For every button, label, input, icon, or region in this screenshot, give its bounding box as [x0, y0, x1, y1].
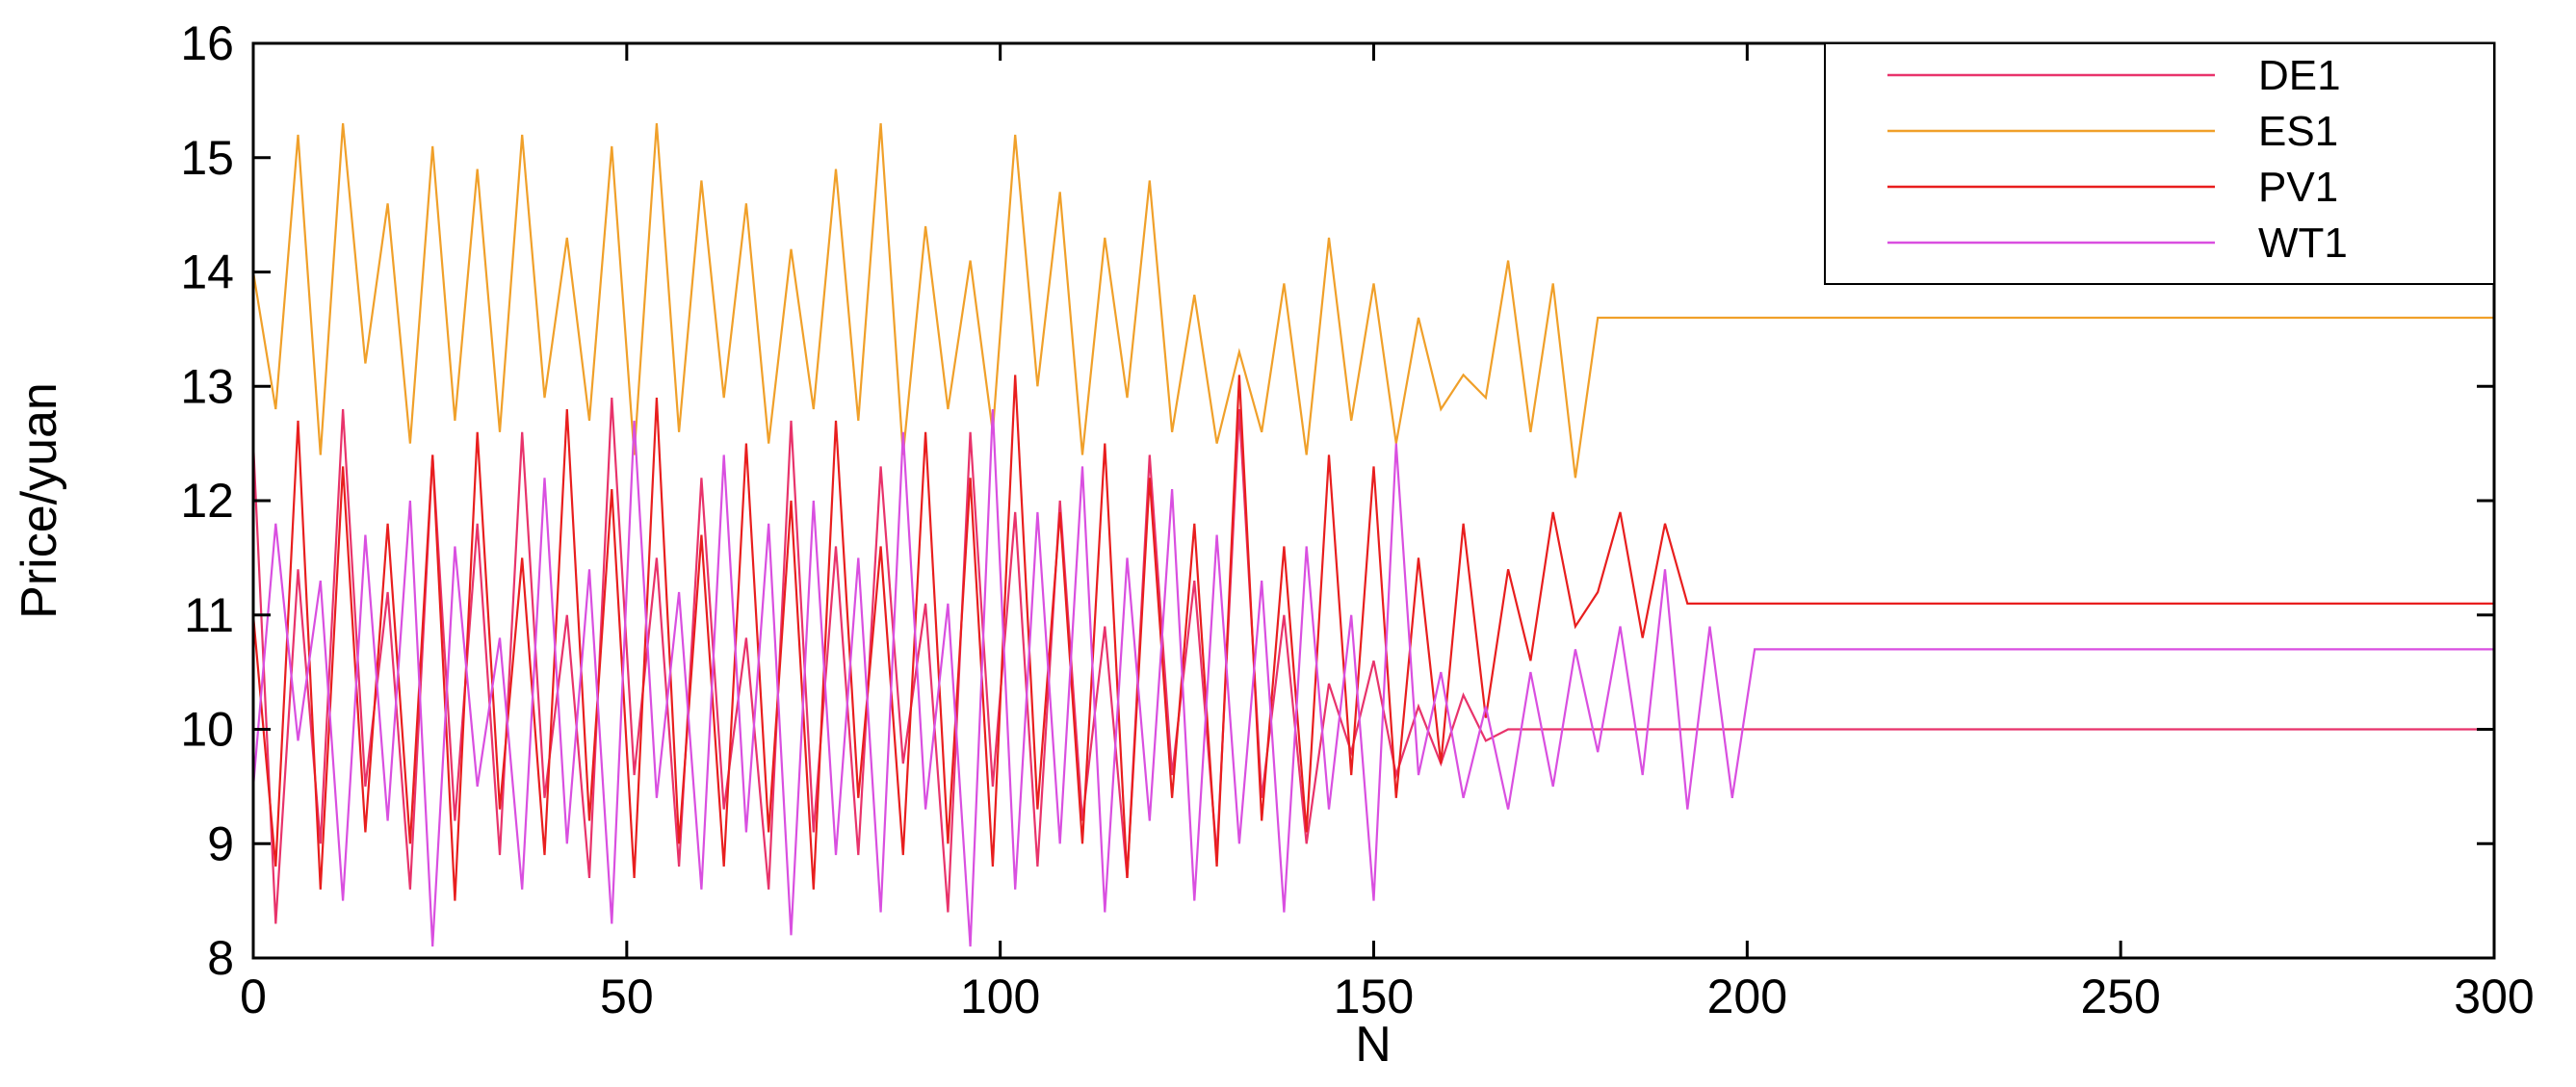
y-tick-label: 10 [180, 703, 234, 757]
x-tick-label: 100 [960, 970, 1040, 1023]
y-tick-label: 8 [207, 931, 234, 985]
legend-box [1824, 42, 2495, 285]
legend-label-de1: DE1 [2258, 52, 2341, 99]
series-line-de1 [251, 398, 2494, 924]
series-line-es1 [251, 122, 2494, 479]
x-tick-label: 150 [1334, 970, 1414, 1023]
series-layer [251, 122, 2494, 947]
x-tick-label: 200 [1707, 970, 1787, 1023]
x-tick-label: 300 [2454, 970, 2534, 1023]
legend-label-es1: ES1 [2258, 108, 2338, 155]
y-axis-title: Price/yuan [12, 382, 67, 619]
series-line-wt1 [251, 408, 2494, 947]
y-tick-label: 11 [184, 588, 234, 642]
legend-items: DE1 ES1 PV1 WT1 [1887, 52, 2348, 267]
y-tick-label: 15 [180, 131, 234, 185]
legend-label-wt1: WT1 [2258, 220, 2348, 267]
legend: DE1 ES1 PV1 WT1 [1824, 42, 2495, 285]
x-tick-label: 50 [600, 970, 654, 1023]
x-tick-label: 0 [240, 970, 267, 1023]
tick-labels: 0 50 100 150 200 250 300 8 9 10 11 12 13 14 15 16 [180, 16, 2534, 1023]
y-tick-label: 16 [180, 16, 234, 70]
y-tick-label: 13 [180, 359, 234, 413]
y-tick-label: 12 [180, 474, 234, 528]
y-tick-label: 14 [180, 246, 234, 299]
legend-label-pv1: PV1 [2258, 164, 2338, 211]
axis-ticks [251, 41, 2496, 960]
x-tick-label: 250 [2080, 970, 2160, 1023]
y-tick-label: 9 [207, 816, 234, 870]
series-line-pv1 [251, 375, 2494, 901]
x-axis-title: N [1355, 1017, 1392, 1073]
